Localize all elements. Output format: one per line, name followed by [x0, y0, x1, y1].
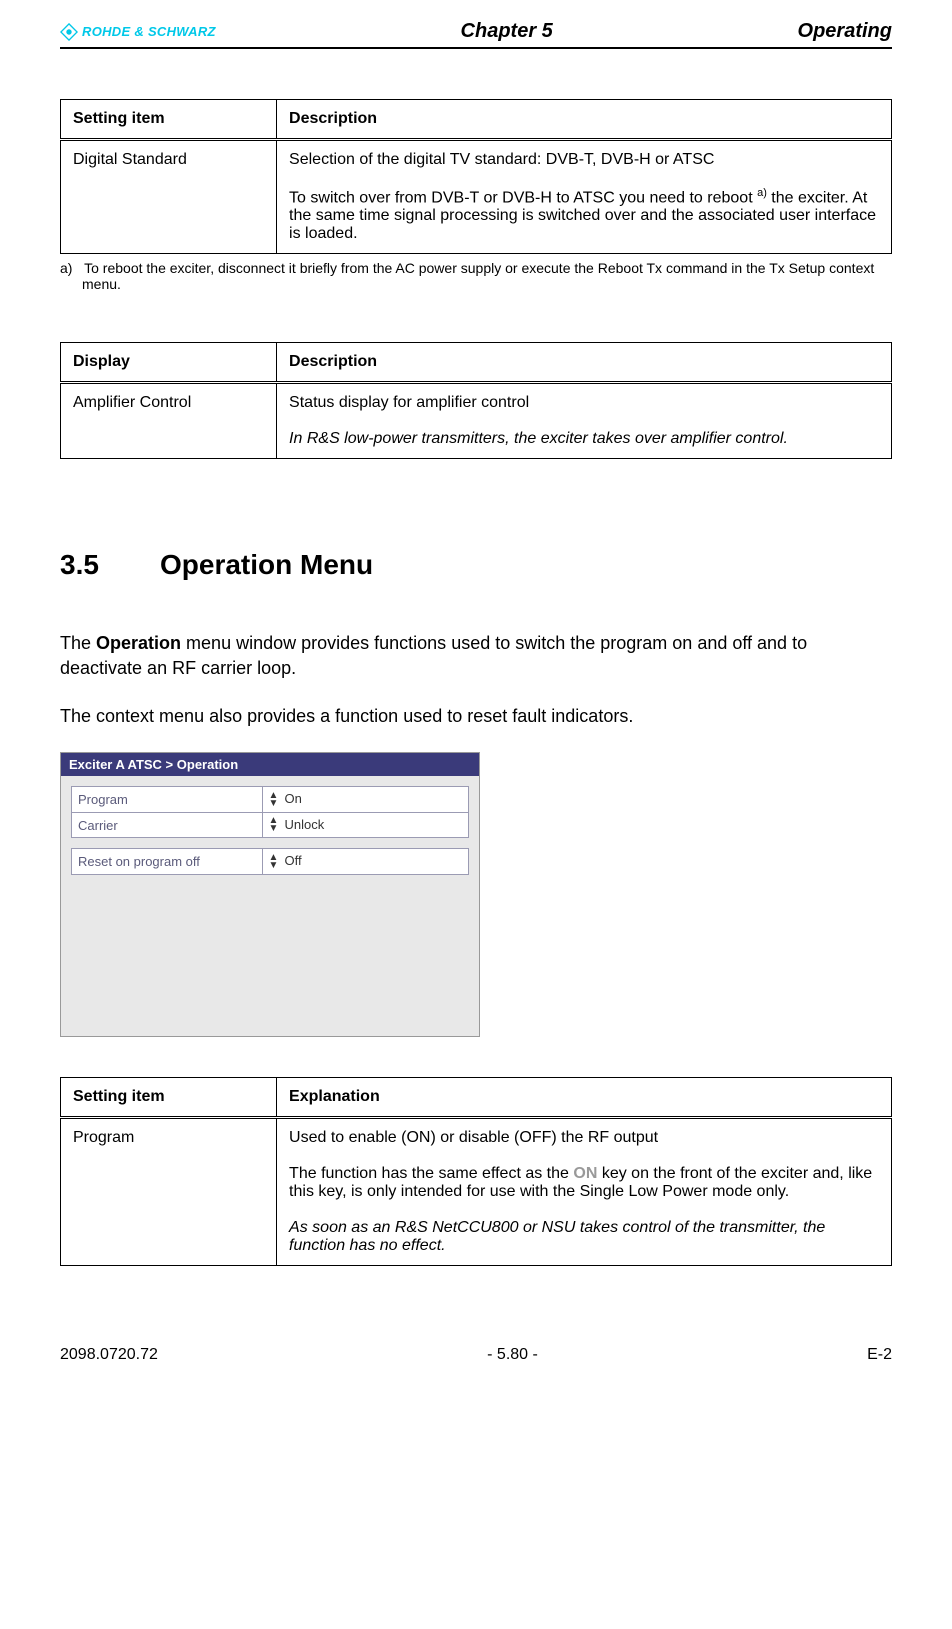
settings-table-1: Setting item Description Digital Standar… [60, 99, 892, 254]
value-text: On [284, 791, 301, 806]
brand-logo: ROHDE & SCHWARZ [60, 23, 216, 41]
logo-text: ROHDE & SCHWARZ [82, 24, 216, 39]
col-explanation: Explanation [277, 1078, 892, 1118]
settings-table-3: Setting item Explanation Program Used to… [60, 1077, 892, 1266]
body-para-1: The Operation menu window provides funct… [60, 631, 892, 680]
desc-para: To switch over from DVB-T or DVB-H to AT… [289, 187, 879, 243]
on-key: ON [573, 1165, 597, 1182]
panel-table-2: Reset on program off ▲▼ Off [71, 848, 469, 875]
cell-item: Digital Standard [61, 140, 277, 254]
col-setting-item: Setting item [61, 1078, 277, 1118]
logo-diamond-icon [60, 23, 78, 41]
col-setting-item: Setting item [61, 100, 277, 140]
cell-explanation: Used to enable (ON) or disable (OFF) the… [277, 1118, 892, 1266]
table-row: Digital Standard Selection of the digita… [61, 140, 892, 254]
col-description: Description [277, 100, 892, 140]
col-description: Description [277, 343, 892, 383]
page-footer: 2098.0720.72 - 5.80 - E-2 [60, 1346, 892, 1364]
value-program[interactable]: ▲▼ On [262, 787, 468, 813]
operation-bold: Operation [96, 633, 181, 653]
table-row: Program Used to enable (ON) or disable (… [61, 1118, 892, 1266]
desc-text-1: Selection of the digital TV standard: DV… [289, 151, 714, 168]
cell-description: Status display for amplifier control In … [277, 383, 892, 459]
cell-item: Program [61, 1118, 277, 1266]
footnote-ref: a) [757, 187, 767, 199]
value-reset[interactable]: ▲▼ Off [262, 849, 468, 875]
display-table: Display Description Amplifier Control St… [60, 342, 892, 459]
desc-italic: In R&S low-power transmitters, the excit… [289, 430, 879, 448]
footer-right: E-2 [867, 1346, 892, 1364]
updown-icon: ▲▼ [269, 854, 279, 870]
desc-para: The function has the same effect as the … [289, 1165, 879, 1201]
panel-row-carrier: Carrier ▲▼ Unlock [72, 812, 469, 838]
value-text: Off [284, 853, 301, 868]
section-title: Operation Menu [160, 549, 373, 581]
table-row: Amplifier Control Status display for amp… [61, 383, 892, 459]
footnote-text: To reboot the exciter, disconnect it bri… [82, 260, 874, 292]
table-header-row: Display Description [61, 343, 892, 383]
label-carrier: Carrier [72, 812, 263, 838]
section-heading: 3.5 Operation Menu [60, 549, 892, 581]
cell-item: Amplifier Control [61, 383, 277, 459]
footnote: a) To reboot the exciter, disconnect it … [60, 260, 892, 292]
cell-description: Selection of the digital TV standard: DV… [277, 140, 892, 254]
screenshot-body: Program ▲▼ On Carrier ▲▼ Unlock Reset on p… [61, 776, 479, 1036]
para1a: The [60, 633, 96, 653]
page-header: ROHDE & SCHWARZ Chapter 5 Operating [60, 20, 892, 49]
updown-icon: ▲▼ [269, 817, 279, 833]
operation-menu-screenshot: Exciter A ATSC > Operation Program ▲▼ On … [60, 752, 480, 1037]
breadcrumb: Exciter A ATSC > Operation [61, 753, 479, 776]
section-label: Operating [798, 20, 892, 43]
desc-text-2a: The function has the same effect as the [289, 1165, 573, 1182]
body-para-2: The context menu also provides a functio… [60, 704, 892, 728]
value-text: Unlock [284, 817, 324, 832]
desc-text-1: Status display for amplifier control [289, 394, 529, 411]
table-header-row: Setting item Explanation [61, 1078, 892, 1118]
table-header-row: Setting item Description [61, 100, 892, 140]
panel-row-program: Program ▲▼ On [72, 787, 469, 813]
label-reset: Reset on program off [72, 849, 263, 875]
col-display: Display [61, 343, 277, 383]
desc-text-2a: To switch over from DVB-T or DVB-H to AT… [289, 189, 757, 206]
label-program: Program [72, 787, 263, 813]
section-number: 3.5 [60, 549, 120, 581]
value-carrier[interactable]: ▲▼ Unlock [262, 812, 468, 838]
panel-table-1: Program ▲▼ On Carrier ▲▼ Unlock [71, 786, 469, 838]
chapter-label: Chapter 5 [461, 20, 553, 43]
footnote-label: a) [60, 260, 72, 276]
footer-left: 2098.0720.72 [60, 1346, 158, 1364]
footer-center: - 5.80 - [487, 1346, 538, 1364]
updown-icon: ▲▼ [269, 792, 279, 808]
panel-row-reset: Reset on program off ▲▼ Off [72, 849, 469, 875]
desc-italic: As soon as an R&S NetCCU800 or NSU takes… [289, 1219, 879, 1255]
desc-text-1: Used to enable (ON) or disable (OFF) the… [289, 1129, 658, 1146]
